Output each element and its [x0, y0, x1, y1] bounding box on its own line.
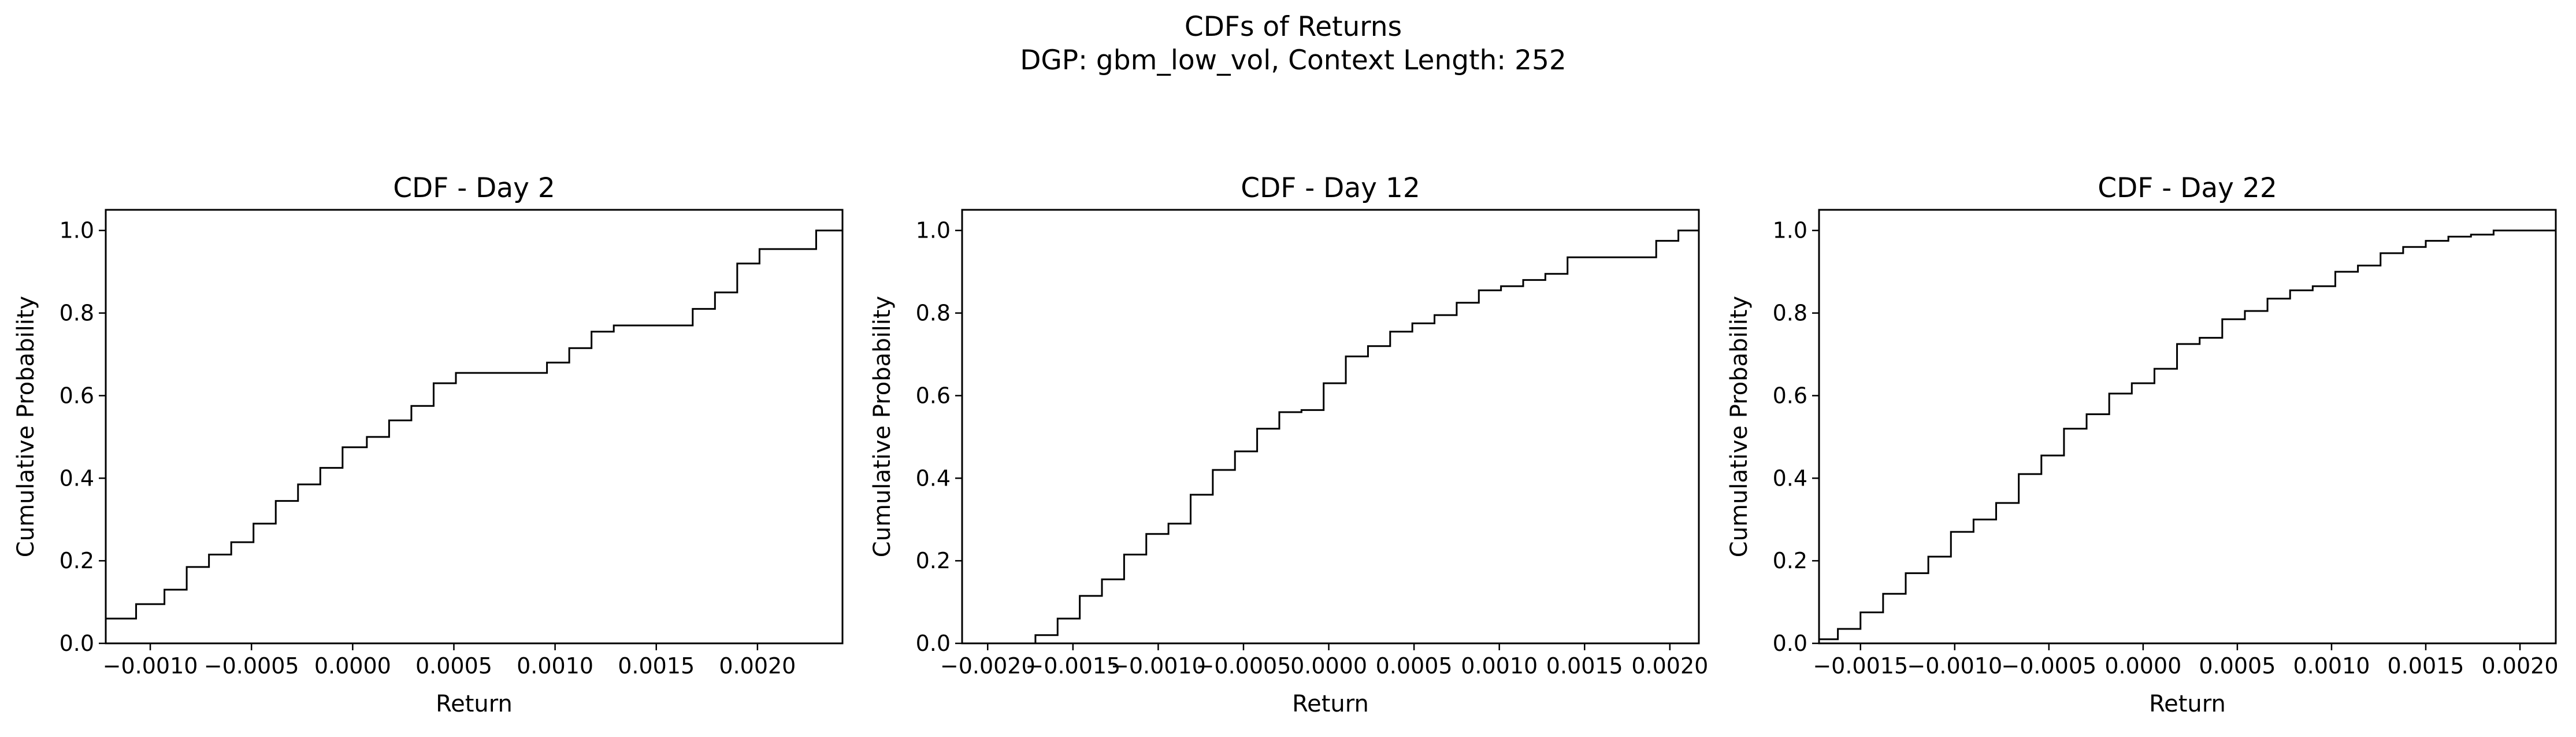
y-tick-label: 0.4 [60, 465, 94, 491]
x-axis-label: Return [1292, 691, 1369, 717]
x-tick-label: −0.0010 [1111, 653, 1206, 679]
y-tick-label: 0.8 [1773, 301, 1807, 326]
y-axis-label: Cumulative Probability [1726, 296, 1753, 557]
panel-title: CDF - Day 22 [2098, 172, 2277, 204]
y-tick-label: 0.6 [60, 383, 94, 408]
axes-frame [105, 209, 844, 645]
y-tick-label: 0.0 [1773, 631, 1807, 656]
x-tick-label: −0.0010 [1907, 653, 2002, 679]
y-axis-label: Cumulative Probability [869, 296, 896, 557]
x-tick-label: 0.0020 [719, 653, 796, 679]
x-tick-label: 0.0020 [2482, 653, 2559, 679]
x-tick-label: 0.0000 [1290, 653, 1367, 679]
x-tick-label: −0.0015 [1025, 653, 1120, 679]
figure-title: CDFs of Returns [1185, 11, 1402, 43]
y-tick-label: 1.0 [916, 218, 951, 243]
x-tick-label: 0.0005 [2199, 653, 2276, 679]
y-tick-label: 0.0 [916, 631, 951, 656]
x-axis-label: Return [2149, 691, 2226, 717]
y-axis-label: Cumulative Probability [13, 296, 39, 557]
x-tick-label: 0.0010 [2293, 653, 2370, 679]
x-tick-label: 0.0010 [517, 653, 593, 679]
panel-title: CDF - Day 12 [1241, 172, 1420, 204]
axes-frame [1818, 209, 2557, 645]
y-tick-label: 1.0 [1773, 218, 1807, 243]
x-tick-label: −0.0005 [1196, 653, 1291, 679]
cdf-step-line [106, 229, 842, 620]
x-tick-label: 0.0000 [314, 653, 391, 679]
x-tick-label: 0.0010 [1461, 653, 1538, 679]
y-tick-label: 0.4 [916, 465, 951, 491]
y-tick-label: 0.0 [60, 631, 94, 656]
x-tick-label: 0.0005 [1376, 653, 1453, 679]
x-tick-label: 0.0005 [415, 653, 492, 679]
y-tick-label: 0.6 [1773, 383, 1807, 408]
cdf-step-line [962, 229, 1699, 643]
x-tick-label: −0.0020 [940, 653, 1035, 679]
x-axis-label: Return [436, 691, 513, 717]
x-tick-label: 0.0015 [2388, 653, 2464, 679]
x-tick-label: 0.0015 [618, 653, 695, 679]
y-tick-label: 0.2 [60, 548, 94, 573]
x-tick-label: −0.0005 [204, 653, 299, 679]
y-tick-label: 0.6 [916, 383, 951, 408]
y-tick-label: 0.8 [60, 301, 94, 326]
cdf-step-line [1819, 229, 2556, 640]
x-tick-label: −0.0010 [103, 653, 198, 679]
subplot-day-22: CDF - Day 22 Return Cumulative Probabili… [1726, 172, 2559, 717]
y-tick-label: 0.8 [916, 301, 951, 326]
x-tick-label: 0.0015 [1546, 653, 1623, 679]
y-tick-label: 0.2 [916, 548, 951, 573]
y-tick-label: 0.2 [1773, 548, 1807, 573]
panel-title: CDF - Day 2 [393, 172, 555, 204]
y-tick-label: 0.4 [1773, 465, 1807, 491]
x-tick-label: −0.0015 [1813, 653, 1908, 679]
x-tick-label: 0.0000 [2104, 653, 2181, 679]
y-tick-label: 1.0 [60, 218, 94, 243]
figure-subtitle: DGP: gbm_low_vol, Context Length: 252 [1020, 45, 1567, 76]
x-tick-label: 0.0020 [1631, 653, 1708, 679]
axes-frame [961, 209, 1700, 645]
subplot-day-12: CDF - Day 12 Return Cumulative Probabili… [869, 172, 1708, 717]
x-tick-label: −0.0005 [2001, 653, 2096, 679]
subplot-day-2: CDF - Day 2 Return Cumulative Probabilit… [13, 172, 844, 717]
